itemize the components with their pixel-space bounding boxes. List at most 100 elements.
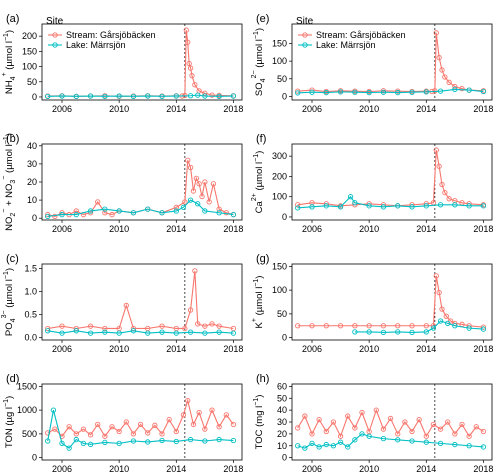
- series-line-lake: [47, 409, 234, 449]
- series-line-stream: [297, 408, 484, 438]
- data-point-stream: [173, 204, 179, 210]
- data-point-lake: [59, 440, 65, 447]
- x-tick-label: 2010: [359, 344, 379, 354]
- panel-label: (b): [6, 133, 19, 145]
- data-point-stream: [439, 306, 445, 312]
- data-point-stream: [352, 425, 358, 431]
- data-point-stream: [59, 323, 65, 329]
- data-point-lake: [295, 90, 301, 96]
- data-point-stream: [180, 412, 187, 418]
- data-point-stream: [102, 433, 108, 439]
- data-point-lake: [337, 439, 344, 445]
- y-tick-label: 40: [27, 141, 37, 151]
- data-point-stream: [73, 208, 79, 214]
- data-point-stream: [192, 268, 198, 274]
- data-point-lake: [145, 330, 151, 336]
- data-point-stream: [330, 419, 337, 425]
- data-point-stream: [52, 213, 58, 220]
- series-line-stream: [297, 149, 484, 207]
- x-tick-label: 2014: [166, 464, 186, 474]
- data-point-stream: [185, 39, 191, 45]
- data-point-stream: [209, 92, 215, 98]
- data-point-stream: [216, 323, 222, 329]
- panel-label: (c): [6, 253, 19, 265]
- data-point-stream: [323, 428, 329, 435]
- x-tick-label: 2006: [302, 104, 322, 114]
- data-point-stream: [459, 86, 465, 92]
- data-point-stream: [439, 181, 445, 188]
- data-point-stream: [183, 27, 189, 33]
- y-tick-label: 150: [272, 38, 287, 48]
- data-point-stream: [352, 323, 358, 329]
- x-tick-label: 2006: [52, 464, 72, 474]
- x-tick-label: 2014: [166, 104, 186, 114]
- data-point-stream: [316, 416, 322, 423]
- data-point-lake: [352, 329, 358, 335]
- y-axis-label: Ca2+ (µmol l−1): [251, 151, 265, 214]
- data-point-stream: [185, 397, 191, 404]
- data-point-lake: [216, 93, 222, 100]
- y-tick-label: 1000: [17, 405, 37, 415]
- data-point-stream: [73, 431, 79, 437]
- data-point-stream: [182, 325, 188, 332]
- data-point-stream: [433, 30, 439, 36]
- panel-label: (a): [6, 13, 19, 25]
- plot-frame: [291, 23, 493, 101]
- data-point-stream: [446, 79, 452, 85]
- data-point-stream: [185, 157, 191, 163]
- data-point-stream: [182, 199, 188, 205]
- panel-g: (g) 0 50 100 150 2006 2010 2014 2018 K+ (µmol l−1…: [251, 253, 493, 354]
- data-point-lake: [45, 328, 51, 334]
- data-point-lake: [202, 330, 208, 336]
- data-point-lake: [409, 329, 415, 336]
- data-point-lake: [80, 440, 87, 447]
- data-point-lake: [437, 202, 444, 208]
- data-point-lake: [337, 89, 344, 95]
- data-point-stream: [216, 424, 222, 430]
- data-point-lake: [337, 204, 344, 210]
- data-point-lake: [50, 407, 57, 413]
- x-tick-label: 2010: [359, 224, 379, 234]
- data-point-stream: [195, 321, 201, 327]
- y-axis-label: TON (µg l−1): [3, 396, 15, 448]
- data-point-lake: [452, 323, 458, 329]
- y-axis-label: K+ (µmol l−1): [251, 276, 265, 329]
- data-point-stream: [345, 413, 351, 419]
- data-point-lake: [187, 436, 194, 443]
- data-point-stream: [380, 426, 387, 432]
- x-tick-label: 2006: [52, 344, 72, 354]
- x-tick-label: 2018: [473, 224, 493, 234]
- data-point-lake: [380, 435, 387, 442]
- data-point-lake: [145, 93, 151, 99]
- data-point-lake: [380, 329, 387, 336]
- data-point-lake: [395, 437, 401, 443]
- data-point-lake: [195, 201, 201, 207]
- data-point-lake: [102, 329, 108, 335]
- data-point-lake: [180, 204, 187, 210]
- legend-key-point: [52, 42, 58, 48]
- series-line-lake: [354, 320, 484, 333]
- series-line-stream: [297, 275, 484, 328]
- data-point-lake: [452, 202, 458, 208]
- data-point-stream: [199, 193, 205, 200]
- x-tick-label: 2018: [223, 224, 243, 234]
- data-point-stream: [187, 164, 194, 171]
- series-line-stream: [47, 398, 234, 438]
- legend-label-stream: Stream: Gårsjöbäcken: [316, 30, 406, 40]
- y-tick-label: 150: [22, 46, 37, 56]
- x-tick-label: 2010: [109, 224, 129, 234]
- data-point-stream: [193, 175, 199, 182]
- data-point-lake: [145, 439, 151, 445]
- y-axis-label: NH4+ (µmol l−1): [1, 30, 17, 94]
- data-point-stream: [206, 199, 212, 205]
- data-point-stream: [295, 425, 301, 431]
- x-tick-label: 2014: [416, 104, 436, 114]
- data-point-stream: [387, 415, 394, 422]
- data-point-stream: [189, 73, 195, 79]
- x-tick-label: 2018: [473, 344, 493, 354]
- data-point-lake: [359, 431, 365, 437]
- data-point-stream: [202, 179, 208, 185]
- data-point-lake: [466, 203, 472, 209]
